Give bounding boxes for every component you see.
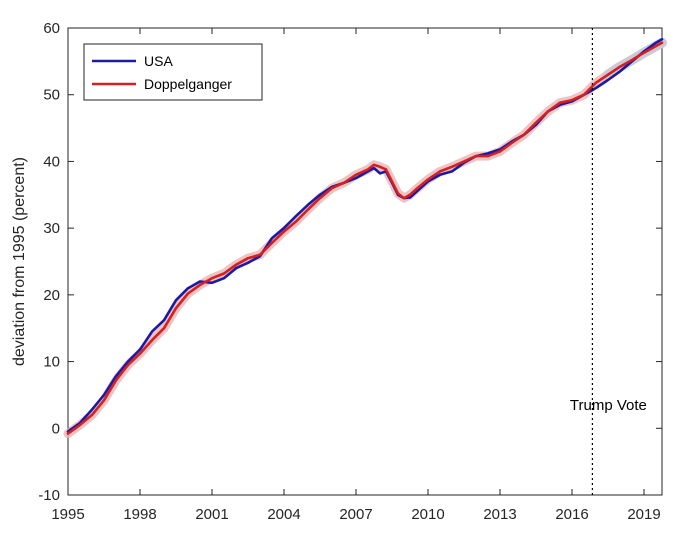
x-tick-label: 2013: [483, 506, 516, 523]
y-tick-label: 60: [43, 20, 60, 37]
x-tick-label: 1998: [123, 506, 156, 523]
y-tick-label: 20: [43, 287, 60, 304]
x-tick-label: 2019: [627, 506, 660, 523]
trump-vote-label: Trump Vote: [570, 397, 647, 414]
x-tick-label: 2010: [411, 506, 444, 523]
y-tick-label: -10: [38, 487, 60, 504]
series-line-doppelganger: [66, 41, 664, 435]
legend-label-doppelganger: Doppelganger: [144, 76, 232, 92]
y-tick-label: 40: [43, 153, 60, 170]
y-tick-label: 0: [52, 420, 60, 437]
y-axis-label: deviation from 1995 (percent): [11, 157, 28, 366]
series-lines: [66, 37, 664, 435]
annotation-layer: Trump Vote: [570, 28, 647, 495]
legend-box: [83, 43, 263, 101]
legend: USA Doppelganger: [83, 43, 263, 101]
series-line-usa: [66, 37, 664, 433]
y-tick-label: 10: [43, 354, 60, 371]
legend-label-usa: USA: [144, 53, 173, 69]
x-tick-label: 1995: [51, 506, 84, 523]
x-tick-label: 2007: [339, 506, 372, 523]
y-tick-label: 30: [43, 220, 60, 237]
x-tick-label: 2016: [555, 506, 588, 523]
x-tick-label: 2004: [267, 506, 300, 523]
axes: 1995 1998 2001 2004 2007 2010 2013 2016 2019-100…: [38, 20, 663, 523]
y-tick-label: 50: [43, 87, 60, 104]
plot-frame: [67, 27, 663, 496]
x-tick-label: 2001: [195, 506, 228, 523]
